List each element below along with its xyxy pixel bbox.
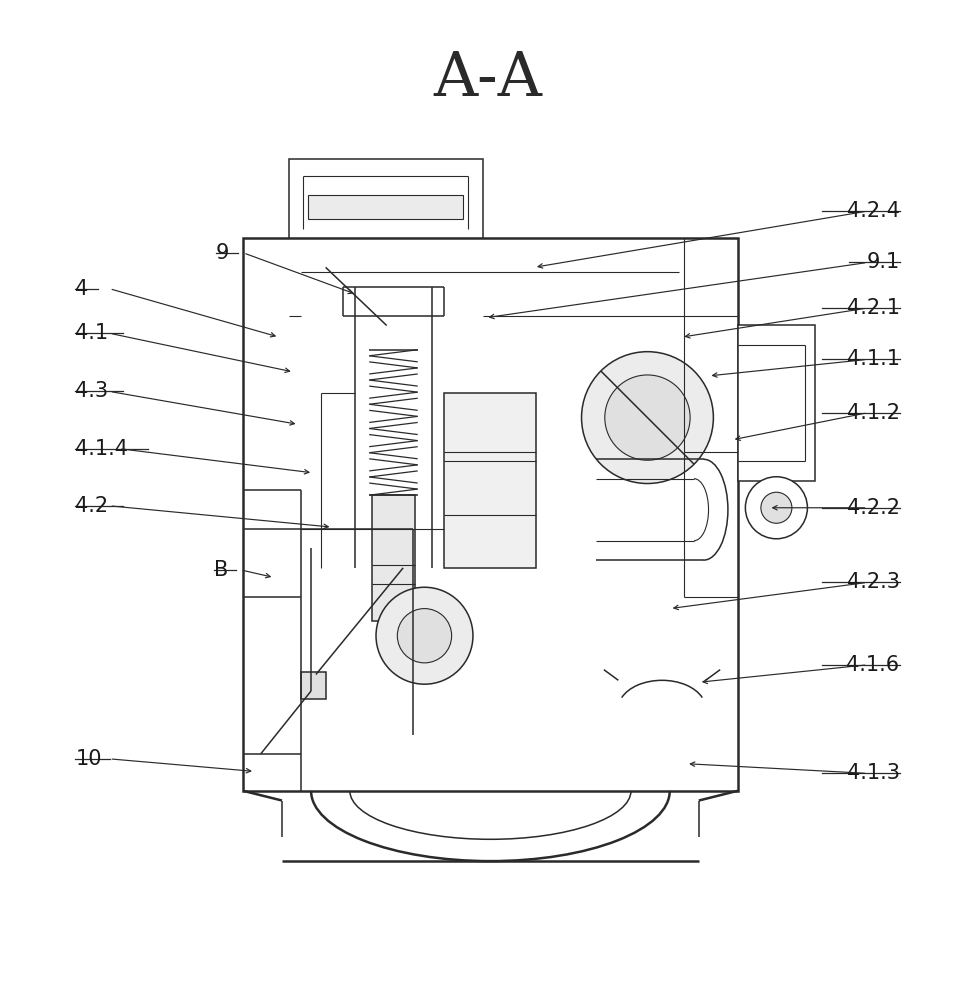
Bar: [301, 672, 326, 699]
Text: 4.1.4: 4.1.4: [75, 439, 129, 459]
Text: 4.1.2: 4.1.2: [846, 403, 900, 423]
Text: 4.2.4: 4.2.4: [846, 201, 900, 221]
Text: A-A: A-A: [433, 49, 542, 109]
Text: 4.1.3: 4.1.3: [846, 763, 900, 783]
Circle shape: [604, 375, 690, 460]
Bar: [289, 159, 483, 238]
Text: 9: 9: [216, 243, 229, 263]
Circle shape: [760, 492, 792, 523]
Text: 4.2.2: 4.2.2: [846, 498, 900, 518]
Text: 4.3: 4.3: [75, 381, 108, 401]
Bar: [372, 495, 414, 621]
Circle shape: [376, 587, 473, 684]
Text: 4.2.1: 4.2.1: [846, 298, 900, 318]
Bar: [308, 195, 463, 219]
Text: 10: 10: [75, 749, 102, 769]
Bar: [444, 393, 536, 568]
Bar: [738, 325, 815, 481]
Bar: [243, 238, 738, 791]
Text: 4.1: 4.1: [75, 323, 108, 343]
Text: 4.1.1: 4.1.1: [846, 349, 900, 369]
Circle shape: [581, 352, 714, 484]
Circle shape: [745, 477, 807, 539]
Text: 9.1: 9.1: [866, 252, 900, 272]
Text: 4: 4: [75, 279, 89, 299]
Circle shape: [398, 609, 451, 663]
Text: B: B: [214, 560, 228, 580]
Text: 4.1.6: 4.1.6: [846, 655, 900, 675]
Text: 4.2.3: 4.2.3: [846, 572, 900, 592]
Text: 4.2: 4.2: [75, 496, 108, 516]
